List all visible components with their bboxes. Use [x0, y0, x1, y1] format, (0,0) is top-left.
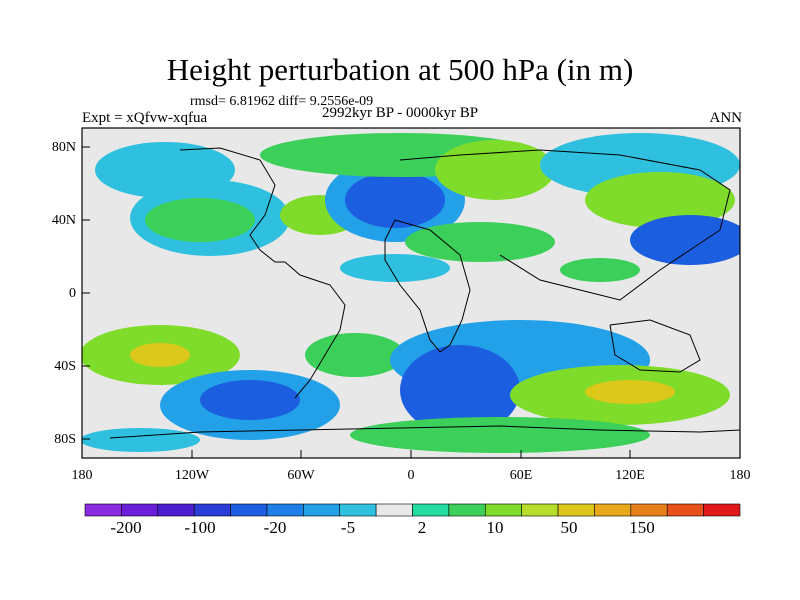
- lon-label: 120W: [174, 468, 210, 483]
- colorbar-label: -5: [340, 518, 356, 537]
- field-patch: [400, 345, 520, 435]
- field-patch: [585, 380, 675, 404]
- colorbar-box: [375, 503, 413, 517]
- lon-label: 180: [71, 468, 93, 483]
- field-patch: [345, 172, 445, 228]
- colorbar-box: [339, 503, 377, 517]
- colorbar-box: [303, 503, 341, 517]
- colorbar-box: [157, 503, 195, 517]
- colorbar-label: 150: [629, 518, 655, 537]
- field-patch: [350, 417, 650, 453]
- colorbar-box: [630, 503, 668, 517]
- colorbar-label: 50: [560, 518, 578, 537]
- colorbar-box: [193, 503, 231, 517]
- field-patch: [95, 142, 235, 198]
- colorbar-box: [666, 503, 704, 517]
- lat-label: 0: [69, 286, 76, 301]
- colorbar-box: [557, 503, 595, 517]
- lon-label: 60E: [509, 468, 533, 483]
- lat-label: 40S: [54, 359, 76, 374]
- lon-label: 180: [729, 468, 751, 483]
- australia-coast: [609, 319, 701, 373]
- north-america-coast: [179, 147, 285, 263]
- field-patch: [340, 254, 450, 282]
- colorbar-box: [412, 503, 450, 517]
- field-patch: [305, 333, 405, 377]
- colorbar-box: [121, 503, 159, 517]
- period-label: 2992kyr BP - 0000kyr BP: [322, 105, 479, 121]
- field-patch: [200, 380, 300, 420]
- lon-label: 0: [407, 468, 415, 483]
- lat-label: 80N: [51, 140, 76, 155]
- chart-title: Height perturbation at 500 hPa (in m): [166, 52, 634, 87]
- stats-text: rmsd= 6.81962 diff= 9.2556e-09: [190, 94, 374, 109]
- colorbar-label: 2: [417, 518, 427, 537]
- colorbar-box: [594, 503, 632, 517]
- lat-label: 80S: [54, 432, 76, 447]
- lon-label: 60W: [287, 468, 315, 483]
- field-patch: [585, 172, 735, 228]
- field-patch: [145, 198, 255, 242]
- colorbar-box: [703, 503, 741, 517]
- axis-ticks: [81, 146, 741, 458]
- experiment-label: Expt = xQfvw-xqfua: [82, 110, 208, 126]
- field-patch: [130, 343, 190, 367]
- field-patch: [405, 222, 555, 262]
- field-patch: [630, 215, 740, 265]
- colorbar-label: 10: [486, 518, 504, 537]
- coastlines: [109, 147, 740, 439]
- colorbar-box: [448, 503, 486, 517]
- colorbar-label: -100: [184, 518, 216, 537]
- colorbar-box: [484, 503, 522, 517]
- colorbar-label: -200: [110, 518, 142, 537]
- south-america-coast: [284, 261, 346, 399]
- colorbar-box: [84, 503, 122, 517]
- colorbar-box: [266, 503, 304, 517]
- colorbar-label: -20: [263, 518, 287, 537]
- colorbar-box: [521, 503, 559, 517]
- colorbar-box: [230, 503, 268, 517]
- lon-label: 120E: [615, 468, 645, 483]
- season-label: ANN: [709, 110, 743, 126]
- africa-coast: [384, 219, 471, 353]
- eurasia-coast: [399, 149, 731, 301]
- lat-label: 40N: [51, 213, 76, 228]
- field-patch: [560, 258, 640, 282]
- antarctica-coast: [109, 425, 740, 439]
